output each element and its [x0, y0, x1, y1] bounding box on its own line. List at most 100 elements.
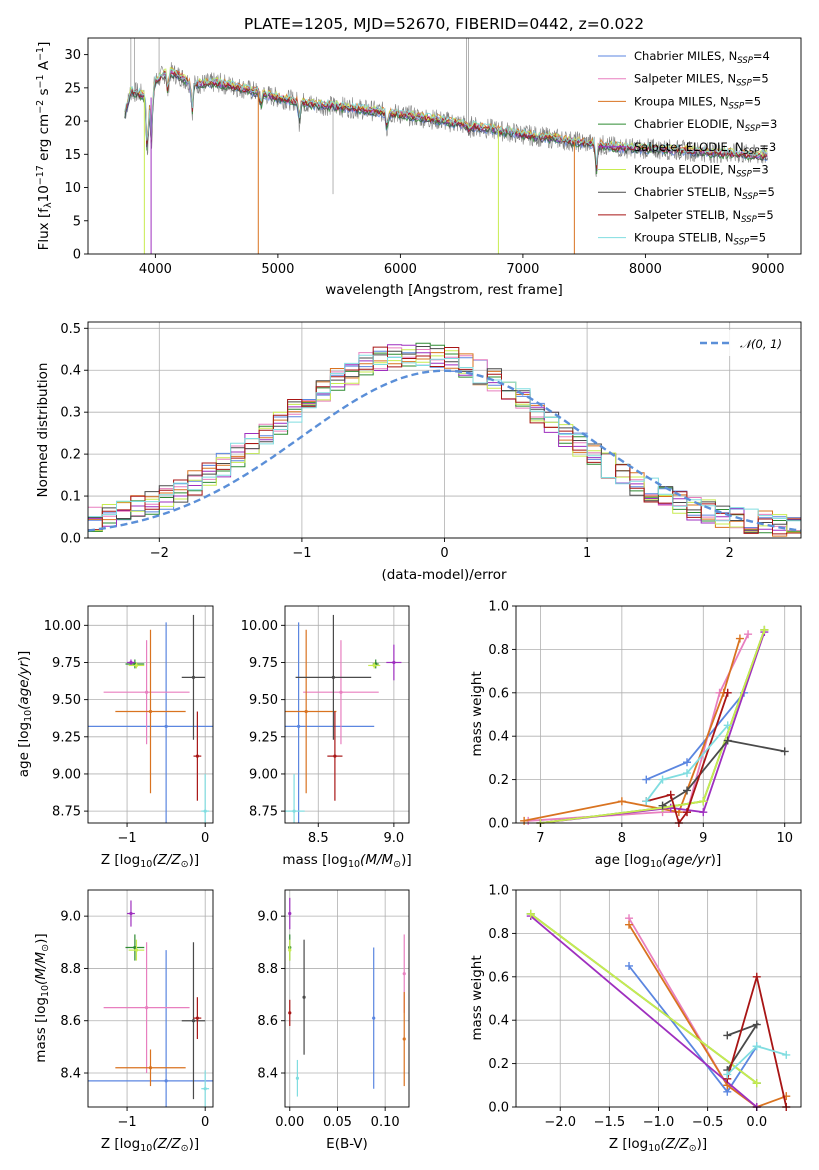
mass-weight-marker: [658, 775, 667, 784]
residuals-legend-box: [694, 330, 794, 356]
z-weight-plot-area: [516, 889, 801, 1111]
data-point: [333, 754, 337, 758]
legend-label: Salpeter STELIB, NSSP=5: [634, 208, 774, 225]
x-tick-label: 0.00: [275, 1115, 304, 1130]
residuals-y-label: Normed distribution: [35, 363, 51, 498]
data-point: [195, 1016, 199, 1020]
data-point: [148, 709, 153, 714]
age-weight-y-label: mass weight: [469, 671, 485, 756]
mass-weight-marker: [642, 775, 651, 784]
y-tick-label: 9.25: [249, 730, 278, 745]
mass-weight-marker: [666, 790, 675, 799]
x-tick-label: 9: [699, 831, 707, 846]
mass-age-plot-area: [285, 606, 409, 823]
y-tick-label: 8.8: [257, 962, 278, 977]
spectrum-y-ticks: 0 5 10 15 20 25 30: [64, 48, 88, 263]
data-point: [164, 724, 168, 728]
y-tick-label: 1.0: [488, 884, 509, 899]
data-point: [304, 709, 308, 714]
z-weight-y-label: mass weight: [469, 955, 485, 1040]
y-tick-label: 0.4: [488, 1014, 509, 1029]
y-tick-label: 8.75: [52, 805, 81, 820]
mass-weight-marker: [683, 808, 691, 817]
data-point: [402, 972, 406, 976]
legend-label: Salpeter ELODIE, NSSP=3: [634, 140, 776, 157]
mass-weight-marker: [520, 816, 529, 825]
mass-age-x-ticks: 8.5 9.0: [308, 823, 404, 846]
mass-weight-marker: [658, 801, 667, 810]
age-weight-x-ticks: 7 8 9 10: [536, 823, 793, 846]
mass-weight-marker: [642, 797, 651, 806]
data-point: [372, 1016, 376, 1020]
y-tick-label: 0.4: [60, 364, 81, 379]
mass-weight-marker: [526, 909, 535, 918]
spectrum-panel: PLATE=1205, MJD=52670, FIBERID=0442, z=0…: [35, 15, 802, 298]
data-point: [288, 911, 292, 916]
y-tick-label: 9.0: [257, 910, 278, 925]
y-tick-label: 0.6: [488, 970, 509, 985]
y-tick-label: 0.8: [488, 927, 509, 942]
mass-weight-marker: [683, 769, 691, 778]
spectrum-legend: Chabrier MILES, NSSP=4 Salpeter MILES, NS…: [598, 49, 777, 248]
mass-weight-marker: [625, 920, 634, 929]
legend-label: Chabrier STELIB, NSSP=5: [634, 185, 775, 202]
residual-histogram-line: [88, 350, 801, 528]
data-point: [331, 675, 335, 679]
data-point: [288, 1011, 292, 1015]
age-weight-plot-area: [516, 605, 801, 827]
data-point: [339, 690, 343, 694]
z-age-frame: [87, 605, 214, 824]
error-bars: [285, 614, 402, 823]
mass-weight-line: [662, 739, 785, 807]
x-tick-label: 7000: [506, 262, 539, 277]
x-tick-label: 10: [776, 831, 793, 846]
spectrum-y-label: Flux [fλ10−17 erg cm−2 s−1 A−1]: [35, 42, 54, 251]
y-tick-label: 8.75: [249, 805, 278, 820]
z-age-x-label: Z [log10(Z/Z⊙)]: [101, 852, 199, 870]
x-tick-label: 4000: [139, 262, 172, 277]
x-tick-label: 9000: [751, 262, 784, 277]
mass-weight-marker: [735, 634, 744, 643]
y-tick-label: 0: [73, 248, 81, 263]
y-tick-label: 0.0: [488, 1101, 509, 1116]
y-tick-label: 9.25: [52, 730, 81, 745]
y-tick-label: 8.8: [60, 962, 81, 977]
x-tick-label: 7: [536, 831, 544, 846]
y-tick-label: 9.75: [249, 656, 278, 671]
y-tick-label: 0.3: [60, 406, 81, 421]
z-mass-x-ticks: −1 0: [117, 1107, 209, 1130]
x-tick-label: 9.0: [384, 831, 405, 846]
ebv-mass-plot-area: [285, 890, 409, 1107]
mass-weight-marker: [699, 808, 708, 817]
mass-age-x-label: mass [log10(M/M⊙)]: [282, 852, 411, 870]
x-tick-label: 8000: [629, 262, 662, 277]
x-tick-label: 6000: [384, 262, 417, 277]
residuals-legend-label: 𝒩(0, 1): [740, 337, 782, 351]
z-age-panel: −1 0 8.75 9.00 9.25 9.50 9.75 10.00 Z [log10(Z…: [16, 605, 214, 870]
mass-weight-marker: [752, 1042, 761, 1051]
data-point: [288, 948, 292, 952]
spectrum-frame: [87, 37, 802, 255]
x-tick-label: 1: [583, 546, 591, 561]
x-tick-label: 0.0: [746, 1115, 767, 1130]
y-tick-label: 20: [64, 115, 81, 130]
data-point: [203, 809, 207, 813]
mass-weight-marker: [625, 961, 634, 970]
y-tick-label: 9.50: [52, 693, 81, 708]
x-tick-label: 8.5: [308, 831, 329, 846]
normal-distribution-line: [87, 369, 802, 532]
x-tick-label: 0.05: [323, 1115, 352, 1130]
data-point: [402, 1037, 406, 1041]
y-tick-label: 10.00: [241, 619, 278, 634]
x-tick-label: 0.10: [371, 1115, 400, 1130]
mass-weight-line: [628, 917, 758, 1108]
error-bars: [88, 614, 213, 823]
z-age-x-ticks: −1 0: [117, 823, 209, 846]
x-tick-label: 0: [201, 1115, 209, 1130]
mass-weight-line: [523, 638, 741, 822]
x-tick-label: −1: [117, 831, 136, 846]
z-age-plot-area: [88, 606, 213, 823]
mass-weight-marker: [723, 721, 732, 730]
x-tick-label: −0.5: [692, 1115, 724, 1130]
y-tick-label: 0.0: [60, 532, 81, 547]
